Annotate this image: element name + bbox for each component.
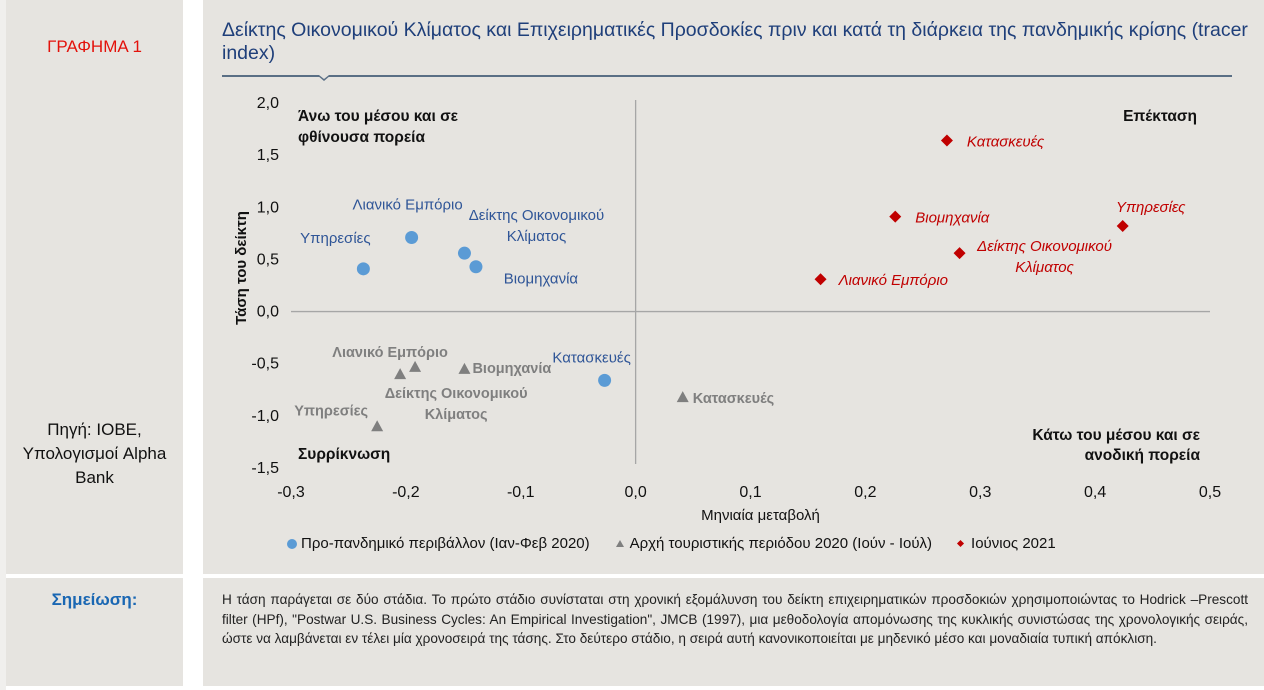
sidebar-top-panel [6, 0, 183, 574]
data-label-triangle: Δείκτης Οικονομικού [385, 386, 528, 402]
legend-item-june-2021: Ιούνιος 2021 [956, 535, 1056, 552]
x-tick-label: -0,1 [507, 484, 535, 501]
data-label-triangle: Κατασκευές [693, 391, 774, 407]
tracer-scatter-chart: -0,3 -0,2 -0,1 0,0 0,1 0,2 0,3 0,4 0,5 2,0 1,5 1,0 0… [233, 95, 1221, 524]
legend-label: Ιούνιος 2021 [971, 535, 1056, 552]
note-panel [203, 578, 1264, 686]
data-label-triangle: Βιομηχανία [472, 361, 551, 377]
data-label-diamond: Λιανικό Εμπόριο [838, 272, 948, 289]
title-divider [222, 75, 1232, 77]
data-label-diamond: Κατασκευές [967, 134, 1045, 151]
data-point-circle [356, 262, 370, 276]
data-label-circle: Κατασκευές [552, 349, 630, 366]
data-point-diamond [953, 247, 966, 260]
data-point-triangle [676, 391, 689, 403]
window-edge [0, 0, 6, 690]
data-point-circle [598, 373, 612, 387]
x-axis-title: Μηνιαία μεταβολή [701, 507, 820, 524]
y-tick-label: -1,5 [251, 460, 279, 477]
title-divider-notch-inner [319, 75, 329, 79]
y-tick-label: 1,0 [257, 199, 279, 216]
data-point-circle [405, 231, 419, 245]
x-tick-label: -0,2 [392, 484, 420, 501]
y-tick-label: 2,0 [257, 95, 279, 112]
data-label-circle: Κλίματος [507, 228, 566, 245]
quadrant-label-top-right: Επέκταση [1123, 108, 1197, 125]
figure-label: ΓΡΑΦΗΜΑ 1 [47, 37, 142, 56]
x-tick-label: 0,2 [854, 484, 876, 501]
chart-legend: Προ-πανδημικό περιβάλλον (Ιαν-Φεβ 2020) … [287, 535, 1082, 552]
data-point-diamond [1116, 220, 1129, 233]
x-tick-label: 0,0 [625, 484, 647, 501]
sidebar-bottom-panel [6, 578, 183, 686]
data-label-diamond: Δείκτης Οικονομικού [976, 238, 1112, 255]
data-label-circle: Υπηρεσίες [300, 230, 370, 247]
legend-label: Προ-πανδημικό περιβάλλον (Ιαν-Φεβ 2020) [301, 535, 590, 552]
quadrant-label-top-left-line1: Άνω του μέσου και σε [298, 108, 459, 125]
methodology-note: Η τάση παράγεται σε δύο στάδια. Το πρώτο… [222, 592, 1248, 646]
x-tick-label: 0,1 [739, 484, 761, 501]
data-point-circle [469, 260, 483, 274]
source-label: Πηγή: ΙΟΒΕ, Υπολογισμοί Alpha Bank [22, 420, 167, 487]
data-label-circle: Δείκτης Οικονομικού [469, 207, 605, 224]
data-point-diamond [814, 273, 827, 286]
legend-item-pre-pandemic: Προ-πανδημικό περιβάλλον (Ιαν-Φεβ 2020) [287, 535, 590, 552]
quadrant-label-bottom-left: Συρρίκνωση [298, 446, 390, 463]
y-tick-label: -1,0 [251, 408, 279, 425]
x-tick-label: 0,3 [969, 484, 991, 501]
x-tick-label: -0,3 [277, 484, 305, 501]
legend-label: Αρχή τουριστικής περιόδου 2020 (Ιούν - Ι… [629, 535, 933, 552]
data-label-triangle: Κλίματος [425, 407, 488, 423]
triangle-marker-icon [615, 540, 624, 547]
note-label: Σημείωση: [51, 590, 138, 609]
y-tick-label: 1,5 [257, 147, 279, 164]
y-tick-label: 0,5 [257, 251, 279, 268]
data-point-triangle [409, 360, 422, 372]
chart-title: Δείκτης Οικονομικού Κλίματος και Επιχειρ… [222, 19, 1248, 64]
chart-panel [203, 0, 1264, 574]
x-tick-label: 0,4 [1084, 484, 1106, 501]
circle-marker-icon [287, 538, 297, 549]
legend-item-tourist-2020: Αρχή τουριστικής περιόδου 2020 (Ιούν - Ι… [615, 535, 933, 552]
quadrant-label-top-left-line2: φθίνουσα πορεία [298, 129, 425, 146]
data-label-diamond: Υπηρεσίες [1116, 199, 1186, 216]
quadrant-label-bottom-right-line1: Κάτω του μέσου και σε [1032, 427, 1200, 444]
y-tick-label: 0,0 [257, 304, 279, 321]
data-point-triangle [371, 420, 384, 432]
data-label-circle: Βιομηχανία [504, 271, 579, 288]
data-point-triangle [458, 362, 471, 374]
quadrant-label-bottom-right-line2: ανοδική πορεία [1085, 447, 1201, 464]
data-label-circle: Λιανικό Εμπόριο [353, 197, 463, 214]
y-tick-label: -0,5 [251, 356, 279, 373]
x-tick-label: 0,5 [1199, 484, 1221, 501]
data-label-diamond: Κλίματος [1015, 259, 1074, 276]
data-point-diamond [940, 134, 953, 147]
data-label-triangle: Υπηρεσίες [294, 403, 368, 419]
data-point-triangle [394, 368, 407, 380]
y-axis-title: Τάση του δείκτη [233, 211, 250, 325]
data-point-diamond [889, 210, 902, 223]
diamond-marker-icon [956, 539, 965, 548]
data-label-triangle: Λιανικό Εμπόριο [332, 345, 448, 361]
data-point-circle [457, 246, 471, 260]
data-label-diamond: Βιομηχανία [915, 210, 990, 227]
